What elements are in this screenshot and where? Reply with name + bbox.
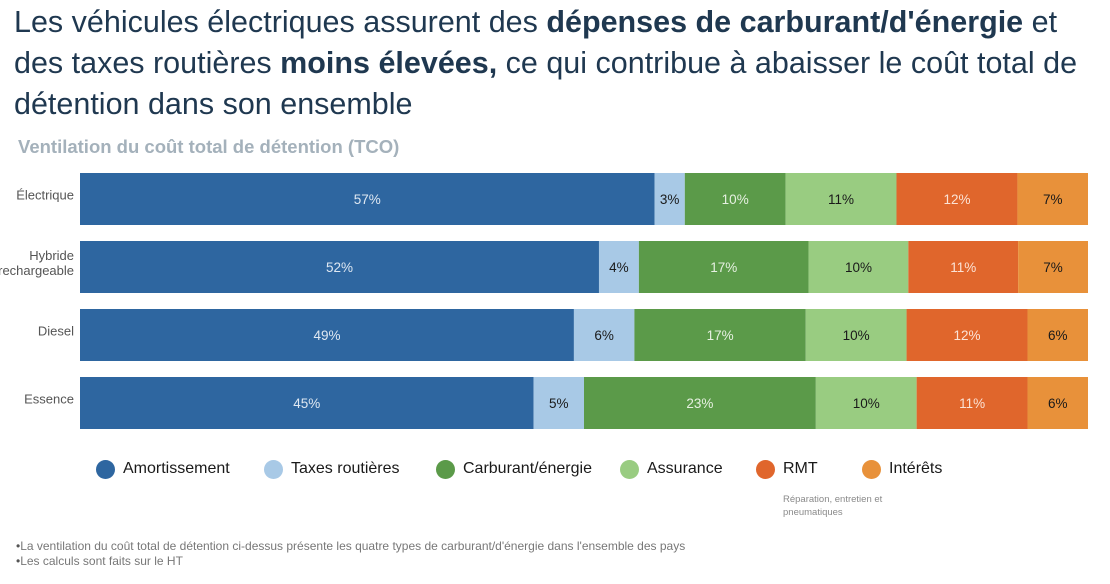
stacked-bar-chart: Électrique 57% 3% 10% 11% 12% 7% Hybride recharg… [0,173,1088,429]
bar-segment-hybride-rechargeable-carburant-energie [638,241,809,293]
data-label-electrique-amortissement: 57% [354,192,381,207]
footnotes: La ventilation du coût total de détentio… [16,539,685,569]
footnote-2: Les calculs sont faits sur le HT [16,554,685,569]
bar-segment-essence-interets [1027,377,1088,429]
data-label-diesel-assurance: 10% [843,328,870,343]
data-label-electrique-carburant-energie: 10% [722,192,749,207]
data-label-diesel-rmt: 12% [954,328,981,343]
data-label-hybride-rechargeable-carburant-energie: 17% [710,260,737,275]
chart-legend: Amortissement Taxes routières Carburant/… [0,455,1110,525]
legend-swatch-taxes [264,459,283,479]
data-label-electrique-assurance: 11% [828,192,854,207]
bar-segment-essence-carburant-energie [584,377,816,429]
bar-segment-electrique-assurance [785,173,897,225]
legend-swatch-assurance [620,459,639,479]
legend-item-interets: Intérêts [862,455,942,483]
bar-segment-diesel-interets [1027,309,1088,361]
bar-segment-hybride-rechargeable-rmt [908,241,1019,293]
bar-segment-essence-rmt [916,377,1028,429]
legend-item-amortissement: Amortissement [96,455,230,483]
headline-part-3: ce qui contribue à abaisser le coût tota… [14,46,1078,121]
headline-bold-2: moins élevées, [280,46,498,80]
bar-segment-diesel-carburant-energie [634,309,806,361]
bar-segment-essence-amortissement [80,377,534,429]
bar-segment-hybride-rechargeable-interets [1018,241,1088,293]
category-label-line: rechargeable [0,263,74,278]
legend-swatch-interets [862,459,881,479]
legend-label-rmt: RMT [783,460,818,477]
data-label-hybride-rechargeable-taxes-routieres: 4% [609,260,629,275]
bar-segment-hybride-rechargeable-taxes-routieres [598,241,639,293]
legend-item-taxes: Taxes routières [264,455,400,483]
bar-segment-hybride-rechargeable-amortissement [80,241,599,293]
category-label-essence: Essence [24,392,74,407]
legend-label-amortissement: Amortissement [123,460,230,477]
legend-swatch-rmt [756,459,775,479]
bar-segment-diesel-taxes-routieres [573,309,635,361]
category-label-diesel: Diesel [38,324,74,339]
bar-segment-electrique-taxes-routieres [654,173,685,225]
data-label-diesel-amortissement: 49% [313,328,340,343]
category-label-electrique: Électrique [16,188,74,203]
legend-label-assurance: Assurance [647,460,723,477]
data-label-essence-interets: 6% [1048,396,1068,411]
legend-label-carburant: Carburant/énergie [463,460,592,477]
bar-segment-essence-taxes-routieres [533,377,584,429]
data-label-hybride-rechargeable-amortissement: 52% [326,260,353,275]
bar-segment-electrique-interets [1017,173,1088,225]
data-label-hybride-rechargeable-assurance: 10% [845,260,872,275]
legend-item-assurance: Assurance [620,455,723,483]
data-label-essence-taxes-routieres: 5% [549,396,569,411]
data-label-hybride-rechargeable-rmt: 11% [950,260,976,275]
legend-label-interets: Intérêts [889,460,943,477]
legend-swatch-amortissement [96,459,115,479]
legend-rmt-note: Réparation, entretien et pneumatiques [783,494,883,518]
headline-part-2: et des taxes routières [14,5,1058,80]
data-label-hybride-rechargeable-interets: 7% [1043,260,1063,275]
category-label-line: Diesel [38,324,74,339]
data-label-essence-amortissement: 45% [293,396,320,411]
chart-title: Ventilation du coût total de détention (… [18,136,400,157]
data-label-diesel-carburant-energie: 17% [707,328,734,343]
bar-segment-diesel-amortissement [80,309,574,361]
data-label-electrique-taxes-routieres: 3% [660,192,680,207]
data-label-electrique-interets: 7% [1043,192,1063,207]
bar-segment-electrique-carburant-energie [684,173,786,225]
data-label-essence-carburant-energie: 23% [686,396,713,411]
legend-item-rmt: RMT [756,455,818,483]
category-label-line: Électrique [16,188,74,203]
headline-bold-1: dépenses de carburant/d'énergie [546,5,1024,39]
bar-segment-diesel-rmt [906,309,1028,361]
legend-item-carburant: Carburant/énergie [436,455,592,483]
data-label-essence-rmt: 11% [959,396,985,411]
legend-swatch-carburant [436,459,455,479]
data-label-diesel-taxes-routieres: 6% [594,328,614,343]
footnote-1: La ventilation du coût total de détentio… [16,539,685,554]
bar-segment-hybride-rechargeable-assurance [808,241,909,293]
headline-part-1: Les véhicules électriques assurent des [14,5,547,39]
legend-label-taxes: Taxes routières [291,460,400,477]
category-label-hybride-rechargeable: Hybride rechargeable [0,248,74,278]
data-label-electrique-rmt: 12% [943,192,970,207]
data-label-diesel-interets: 6% [1048,328,1068,343]
bar-segment-diesel-assurance [805,309,907,361]
category-label-line: Hybride [29,248,74,263]
bar-segment-electrique-amortissement [80,173,655,225]
category-label-line: Essence [24,392,74,407]
bar-segment-electrique-rmt [896,173,1018,225]
data-label-essence-assurance: 10% [853,396,880,411]
headline: Les véhicules électriques assurent des d… [14,2,1094,125]
bar-segment-essence-assurance [815,377,917,429]
